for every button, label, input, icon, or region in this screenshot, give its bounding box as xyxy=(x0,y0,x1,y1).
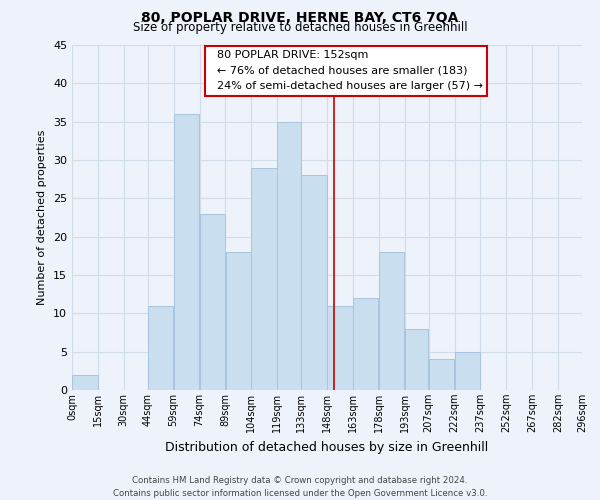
Bar xyxy=(429,360,454,390)
Text: Size of property relative to detached houses in Greenhill: Size of property relative to detached ho… xyxy=(133,22,467,35)
Bar xyxy=(455,352,480,390)
Text: 80 POPLAR DRIVE: 152sqm
  ← 76% of detached houses are smaller (183)
  24% of se: 80 POPLAR DRIVE: 152sqm ← 76% of detache… xyxy=(210,50,483,92)
Text: Contains HM Land Registry data © Crown copyright and database right 2024.
Contai: Contains HM Land Registry data © Crown c… xyxy=(113,476,487,498)
X-axis label: Distribution of detached houses by size in Greenhill: Distribution of detached houses by size … xyxy=(166,440,488,454)
Bar xyxy=(277,122,301,390)
Bar xyxy=(148,306,173,390)
Bar xyxy=(379,252,404,390)
Bar xyxy=(174,114,199,390)
Bar xyxy=(226,252,251,390)
Bar xyxy=(327,306,353,390)
Bar xyxy=(353,298,379,390)
Bar xyxy=(200,214,225,390)
Bar xyxy=(72,374,98,390)
Bar xyxy=(405,328,428,390)
Text: 80, POPLAR DRIVE, HERNE BAY, CT6 7QA: 80, POPLAR DRIVE, HERNE BAY, CT6 7QA xyxy=(142,11,458,25)
Bar xyxy=(251,168,277,390)
Bar xyxy=(301,176,327,390)
Y-axis label: Number of detached properties: Number of detached properties xyxy=(37,130,47,305)
